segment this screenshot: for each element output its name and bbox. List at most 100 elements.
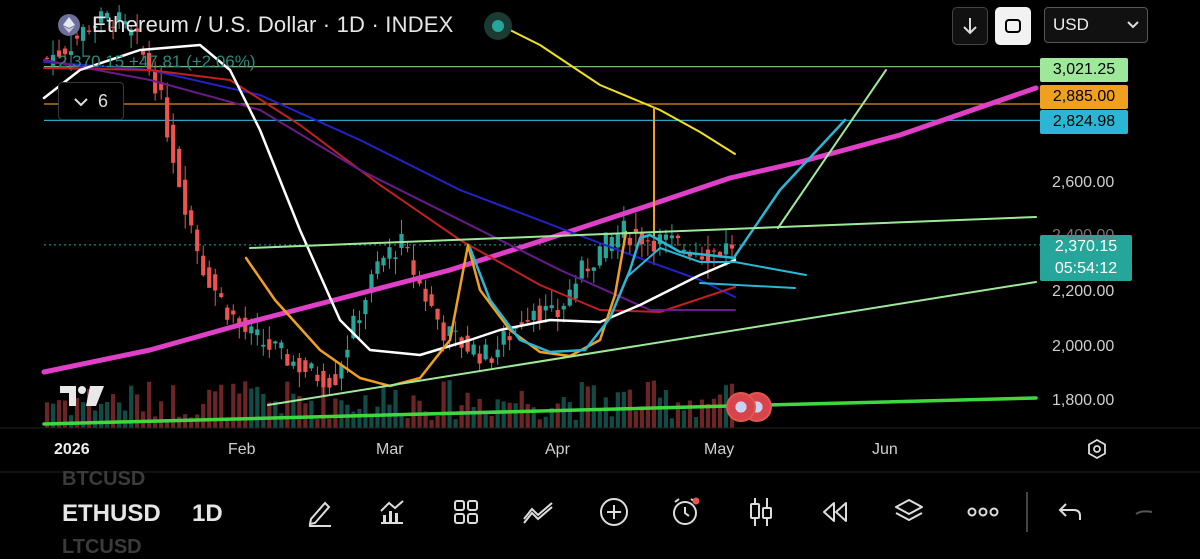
volume-bar xyxy=(537,419,542,428)
volume-bar xyxy=(675,402,681,428)
candle-body xyxy=(453,330,458,332)
layers-icon[interactable] xyxy=(891,494,927,530)
volume-bar xyxy=(279,413,284,428)
candle-body xyxy=(207,267,212,288)
volume-bar xyxy=(573,419,578,428)
drawing-pen-icon[interactable] xyxy=(302,494,338,530)
pattern-cyan-line xyxy=(468,233,737,354)
candle-body xyxy=(405,246,410,249)
candle-body xyxy=(177,148,182,187)
ma-yellow-line xyxy=(489,19,736,155)
volume-bar xyxy=(693,417,699,428)
candle-body xyxy=(345,349,350,358)
candle-body xyxy=(669,235,675,239)
symbol-list-item[interactable]: BTCUSD xyxy=(62,468,146,490)
candle-body xyxy=(104,12,110,19)
candle-body xyxy=(309,363,314,369)
candle-body xyxy=(291,361,296,366)
candle-body xyxy=(375,261,380,274)
download-button[interactable] xyxy=(952,7,988,45)
volume-bar xyxy=(50,403,56,428)
candle-body xyxy=(141,51,146,55)
volume-bar xyxy=(321,383,326,428)
candle-body xyxy=(98,11,104,23)
volume-bar xyxy=(579,382,584,428)
volume-bar xyxy=(177,416,182,428)
candle-body xyxy=(117,12,122,21)
volume-bar xyxy=(86,389,92,428)
pattern-cyan-flag xyxy=(627,247,807,277)
candle-body xyxy=(381,257,386,266)
volume-bar xyxy=(261,393,266,428)
candle-body xyxy=(393,257,398,260)
volume-bar xyxy=(159,401,164,428)
currency-select[interactable]: USD xyxy=(1044,7,1148,43)
candle-body xyxy=(351,315,356,339)
replay-icon[interactable] xyxy=(817,494,853,530)
price-change: 2,370.15 +47.81 (+2.06%) xyxy=(58,52,256,71)
candle-body xyxy=(627,237,632,246)
volume-bar xyxy=(483,414,488,428)
redo-icon[interactable] xyxy=(1126,494,1162,530)
candle-body xyxy=(651,240,656,252)
chart-type-icon[interactable] xyxy=(521,494,557,530)
us-flag-icon[interactable] xyxy=(726,392,756,422)
y-tick-label: 2,400.00 xyxy=(1052,227,1115,244)
volume-bar xyxy=(135,394,140,428)
candle-body xyxy=(261,344,266,347)
volume-bar xyxy=(80,402,86,428)
candle-body xyxy=(62,48,68,55)
volume-bar xyxy=(429,419,434,428)
undo-icon[interactable] xyxy=(1052,494,1088,530)
moving-averages xyxy=(41,19,1039,375)
candles-icon[interactable] xyxy=(743,494,779,530)
candle-body xyxy=(417,278,422,284)
more-icon[interactable] xyxy=(965,494,1001,530)
candle-body xyxy=(339,364,344,379)
volume-bar xyxy=(189,417,194,428)
candle-body xyxy=(68,51,74,56)
candle-body xyxy=(201,255,206,276)
ma-white-line xyxy=(42,43,737,357)
volume-bar xyxy=(555,403,560,428)
candle-body xyxy=(471,344,476,355)
x-tick-label: Jun xyxy=(872,441,898,458)
timeframe-selector[interactable]: 1D xyxy=(192,500,223,527)
indicators-icon[interactable] xyxy=(374,494,410,530)
volume-bar xyxy=(267,402,272,428)
fullscreen-button[interactable] xyxy=(995,7,1031,45)
candle-body xyxy=(435,308,440,320)
volume-bar xyxy=(225,418,230,428)
candle-body xyxy=(159,82,164,91)
alert-icon[interactable] xyxy=(668,494,704,530)
candle-body xyxy=(333,374,338,386)
candle-body xyxy=(477,353,482,364)
candle-body xyxy=(225,307,230,320)
indicators-toggle-button[interactable]: 6 xyxy=(58,82,124,120)
current-symbol[interactable]: ETHUSD xyxy=(62,500,161,527)
countdown-label: 05:54:12 xyxy=(1040,257,1132,281)
volume-bar xyxy=(603,397,608,428)
volume-bar xyxy=(339,400,344,428)
ethereum-logo-icon xyxy=(58,14,80,36)
volume-bar xyxy=(411,395,416,428)
candle-body xyxy=(237,318,242,324)
volume-bar xyxy=(375,406,380,428)
volume-bar xyxy=(165,419,170,428)
candle-body xyxy=(189,210,194,226)
volume-bar xyxy=(681,410,687,428)
volume-bar xyxy=(393,389,398,428)
x-tick-label: Apr xyxy=(545,441,570,458)
layouts-icon[interactable] xyxy=(448,494,484,530)
candle-body xyxy=(591,267,596,271)
volume-bar xyxy=(123,410,128,428)
candle-body xyxy=(129,29,134,36)
symbol-title[interactable]: Ethereum / U.S. Dollar · 1D · INDEX xyxy=(92,12,454,37)
add-icon[interactable] xyxy=(596,494,632,530)
settings-icon[interactable] xyxy=(1086,438,1108,460)
trendline-projection xyxy=(777,69,887,229)
symbol-list-item[interactable]: LTCUSD xyxy=(62,536,142,558)
price-level-label: 2,824.98 xyxy=(1040,110,1128,134)
candle-body xyxy=(441,322,446,341)
